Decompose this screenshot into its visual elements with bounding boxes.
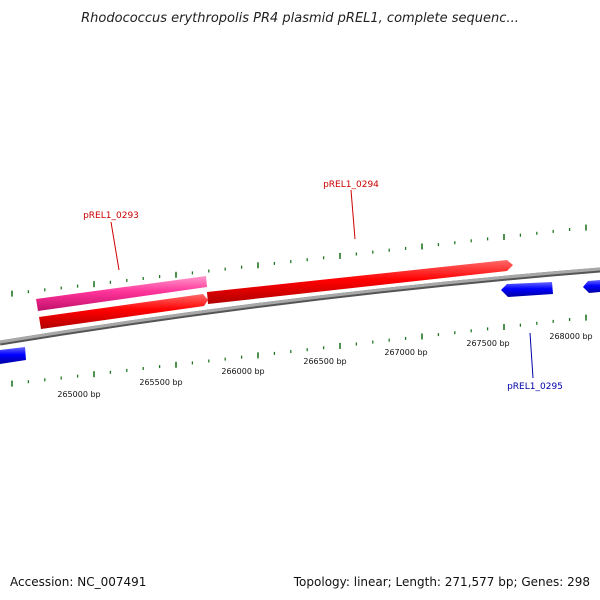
leader-line-pREL1_0294 — [350, 189, 356, 240]
gene-pREL1_0294[interactable] — [207, 260, 513, 304]
tick-label: 266500 bp — [303, 357, 346, 366]
inner-scale-marks — [11, 314, 587, 387]
gene-label-pREL1_0295[interactable]: pREL1_0295 — [507, 382, 563, 392]
tick-label: 267000 bp — [384, 348, 427, 357]
gene-label-pREL1_0293[interactable]: pREL1_0293 — [83, 211, 139, 221]
backbone-shadow — [0, 267, 600, 346]
map-title: Rhodococcus erythropolis PR4 plasmid pRE… — [81, 11, 519, 26]
gene-left-edge[interactable] — [0, 347, 26, 364]
gene-label-pREL1_0294[interactable]: pREL1_0294 — [323, 180, 379, 190]
tick-label: 268000 bp — [549, 332, 592, 341]
gene-pREL1_0295[interactable] — [501, 282, 553, 297]
plasmid-backbone — [0, 267, 600, 344]
tick-label: 266000 bp — [221, 367, 264, 376]
leader-line-pREL1_0293 — [110, 221, 120, 271]
gene-pREL1_0293[interactable] — [39, 294, 208, 329]
tick-label: 267500 bp — [466, 339, 509, 348]
sequence-summary: Topology: linear; Length: 271,577 bp; Ge… — [293, 575, 590, 589]
gene-pREL1_0293-highlight[interactable] — [36, 276, 207, 311]
accession-label: Accession: NC_007491 — [10, 575, 146, 589]
gene-right-edge[interactable] — [583, 280, 600, 293]
tick-label: 265500 bp — [139, 378, 182, 387]
leader-line-pREL1_0295 — [529, 332, 534, 379]
outer-scale-marks — [11, 224, 587, 297]
tick-label: 265000 bp — [57, 390, 100, 399]
